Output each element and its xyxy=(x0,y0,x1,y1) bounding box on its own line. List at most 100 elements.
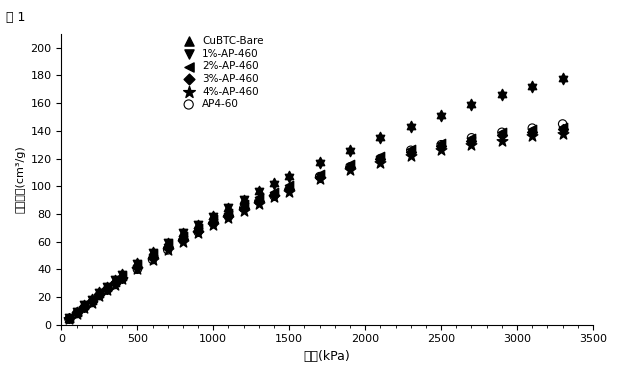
2%-AP-460 xyxy=(223,209,233,215)
CuBTC-Bare xyxy=(72,308,81,314)
AP4-60 xyxy=(132,266,142,273)
4%-AP-460 xyxy=(193,230,203,236)
4%-AP-460 xyxy=(406,153,415,159)
2%-AP-460 xyxy=(376,153,386,159)
2%-AP-460 xyxy=(284,182,294,188)
Y-axis label: 吸着容量(cm³/g): 吸着容量(cm³/g) xyxy=(15,146,25,213)
AP4-60 xyxy=(223,214,233,220)
1%-AP-460 xyxy=(376,136,386,142)
CuBTC-Bare xyxy=(223,204,233,210)
3%-AP-460 xyxy=(87,298,97,304)
CuBTC-Bare xyxy=(117,270,127,276)
4%-AP-460 xyxy=(269,194,279,200)
Text: 図 1: 図 1 xyxy=(6,11,26,24)
1%-AP-460 xyxy=(345,149,355,155)
AP4-60 xyxy=(87,299,97,305)
AP4-60 xyxy=(178,237,188,243)
AP4-60 xyxy=(345,164,355,170)
1%-AP-460 xyxy=(193,222,203,228)
3%-AP-460 xyxy=(72,309,81,315)
CuBTC-Bare xyxy=(315,158,325,164)
CuBTC-Bare xyxy=(87,295,97,301)
AP4-60 xyxy=(117,276,127,282)
AP4-60 xyxy=(109,282,119,288)
4%-AP-460 xyxy=(87,299,97,305)
4%-AP-460 xyxy=(239,208,249,214)
AP4-60 xyxy=(558,121,568,127)
4%-AP-460 xyxy=(497,138,507,144)
1%-AP-460 xyxy=(497,93,507,99)
3%-AP-460 xyxy=(406,149,415,155)
CuBTC-Bare xyxy=(436,111,446,117)
AP4-60 xyxy=(208,221,218,227)
1%-AP-460 xyxy=(284,175,294,181)
CuBTC-Bare xyxy=(79,301,89,307)
4%-AP-460 xyxy=(117,276,127,282)
CuBTC-Bare xyxy=(102,283,112,289)
3%-AP-460 xyxy=(284,186,294,192)
AP4-60 xyxy=(269,193,279,199)
1%-AP-460 xyxy=(178,230,188,236)
1%-AP-460 xyxy=(223,205,233,211)
AP4-60 xyxy=(466,135,476,141)
2%-AP-460 xyxy=(147,251,157,257)
3%-AP-460 xyxy=(466,138,476,144)
AP4-60 xyxy=(284,186,294,192)
4%-AP-460 xyxy=(64,316,74,322)
CuBTC-Bare xyxy=(345,146,355,152)
1%-AP-460 xyxy=(466,103,476,109)
AP4-60 xyxy=(376,155,386,161)
2%-AP-460 xyxy=(466,135,476,141)
1%-AP-460 xyxy=(109,277,119,284)
2%-AP-460 xyxy=(527,126,537,132)
CuBTC-Bare xyxy=(376,133,386,139)
CuBTC-Bare xyxy=(269,179,279,185)
CuBTC-Bare xyxy=(466,100,476,106)
2%-AP-460 xyxy=(102,284,112,290)
2%-AP-460 xyxy=(239,201,249,207)
4%-AP-460 xyxy=(147,257,157,263)
3%-AP-460 xyxy=(102,286,112,292)
4%-AP-460 xyxy=(315,176,325,182)
AP4-60 xyxy=(239,205,249,211)
2%-AP-460 xyxy=(95,290,104,296)
3%-AP-460 xyxy=(315,174,325,180)
2%-AP-460 xyxy=(315,171,325,177)
2%-AP-460 xyxy=(436,140,446,146)
4%-AP-460 xyxy=(223,215,233,221)
CuBTC-Bare xyxy=(109,276,119,282)
1%-AP-460 xyxy=(95,290,104,296)
3%-AP-460 xyxy=(254,198,264,204)
AP4-60 xyxy=(95,293,104,299)
CuBTC-Bare xyxy=(193,221,203,227)
CuBTC-Bare xyxy=(254,187,264,194)
CuBTC-Bare xyxy=(178,229,188,235)
1%-AP-460 xyxy=(239,197,249,203)
2%-AP-460 xyxy=(254,194,264,200)
1%-AP-460 xyxy=(163,240,173,246)
AP4-60 xyxy=(527,125,537,131)
1%-AP-460 xyxy=(147,250,157,256)
2%-AP-460 xyxy=(109,279,119,285)
CuBTC-Bare xyxy=(95,288,104,294)
1%-AP-460 xyxy=(558,77,568,83)
AP4-60 xyxy=(315,174,325,180)
2%-AP-460 xyxy=(132,262,142,268)
4%-AP-460 xyxy=(558,130,568,136)
2%-AP-460 xyxy=(193,225,203,231)
3%-AP-460 xyxy=(527,129,537,135)
3%-AP-460 xyxy=(132,263,142,270)
CuBTC-Bare xyxy=(147,248,157,254)
CuBTC-Bare xyxy=(132,259,142,265)
AP4-60 xyxy=(436,142,446,148)
1%-AP-460 xyxy=(132,261,142,267)
1%-AP-460 xyxy=(87,297,97,303)
1%-AP-460 xyxy=(72,309,81,315)
2%-AP-460 xyxy=(269,189,279,195)
2%-AP-460 xyxy=(87,297,97,303)
3%-AP-460 xyxy=(558,126,568,132)
3%-AP-460 xyxy=(497,132,507,138)
CuBTC-Bare xyxy=(163,239,173,245)
4%-AP-460 xyxy=(376,160,386,166)
4%-AP-460 xyxy=(132,266,142,273)
